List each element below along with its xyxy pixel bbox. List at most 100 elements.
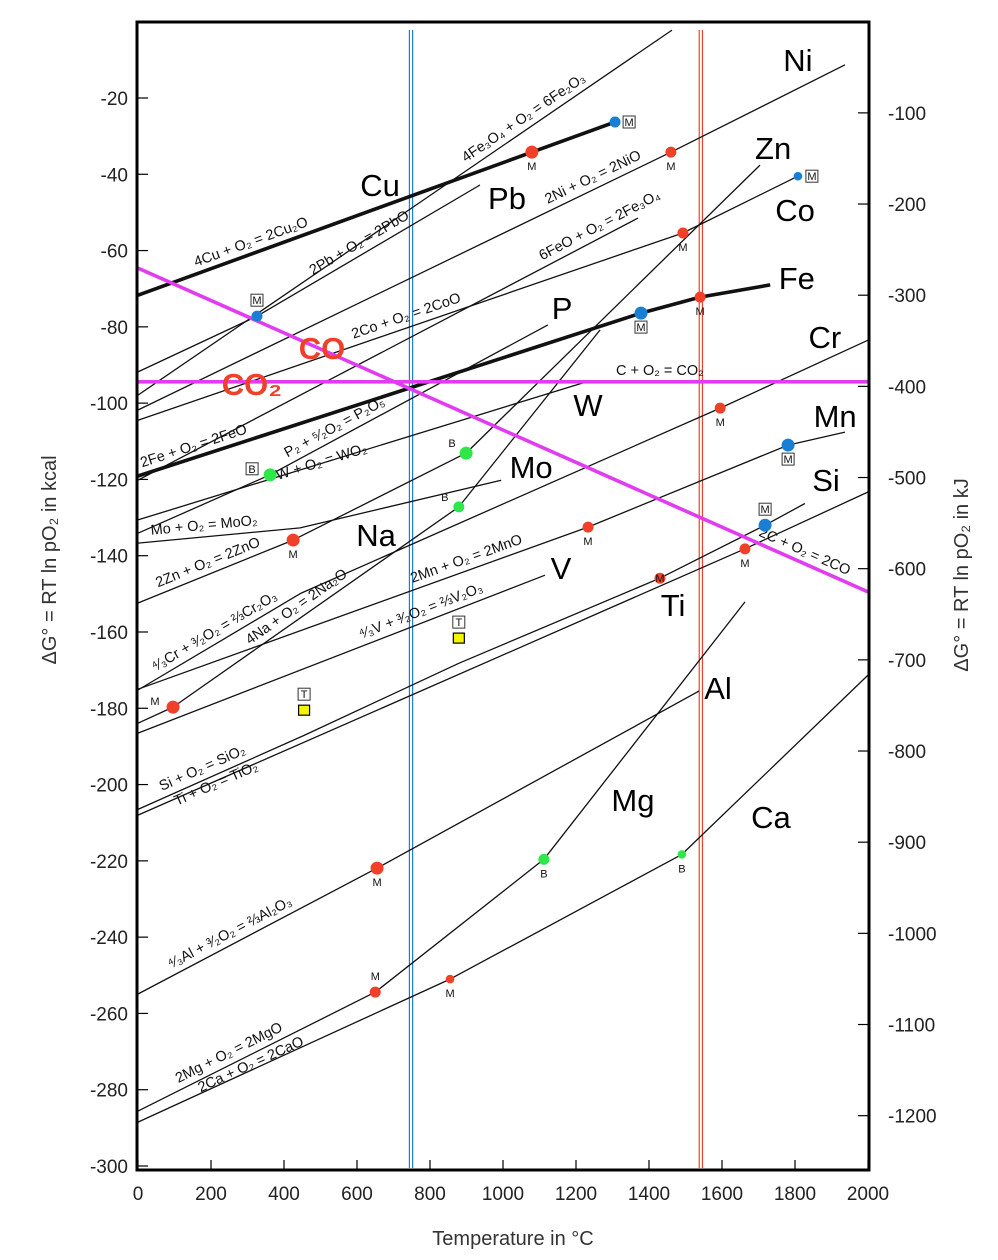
marker-label: M	[716, 417, 725, 429]
melting-point-marker	[634, 306, 648, 320]
equation-label: Mo + O₂ = MoO₂	[150, 513, 258, 539]
boiling-point-marker	[263, 468, 277, 482]
x-tick-label: 1200	[555, 1184, 597, 1205]
series-line-iron-oxide-5	[137, 217, 639, 481]
y-tick-label: -280	[90, 1081, 128, 1102]
y-right-tick-label: -300	[888, 286, 926, 307]
x-tick-label: 0	[133, 1184, 144, 1205]
series-line-Zn	[137, 164, 761, 604]
y-tick-label: -60	[101, 242, 128, 263]
equation-label: 2Pb + O₂ = 2PbO	[307, 208, 412, 279]
element-label-Co: Co	[775, 193, 815, 228]
melting-point-marker	[582, 521, 594, 533]
element-label-Mg: Mg	[611, 783, 654, 818]
series-line-Cr	[137, 339, 869, 691]
series-line-Cu	[137, 120, 616, 297]
marker-label-box	[805, 169, 819, 183]
boiling-point-marker	[459, 446, 473, 460]
y-right-tick-label: -900	[888, 833, 926, 854]
marker-label: M	[252, 295, 261, 307]
equation-labels: 4Cu + O₂ = 2Cu₂O 4Fe₃O₄ + O₂ = 6Fe₂O₃2Ni …	[138, 70, 852, 1096]
marker-label-box	[250, 293, 264, 307]
y-right-tick-label: -500	[888, 469, 926, 490]
melting-point-marker	[694, 291, 706, 303]
melting-point-marker	[370, 861, 384, 875]
y-tick-label: -80	[101, 318, 128, 339]
axes: 0 200 400 600 800 1000 1200 1400 1600 1800 2000 -20…	[90, 20, 937, 1205]
y-tick-label: -300	[90, 1157, 128, 1178]
x-axis-title: Temperature in °C	[432, 1228, 593, 1250]
y-tick-label: -20	[101, 89, 128, 110]
y-tick-label: -260	[90, 1004, 128, 1025]
x-tick-label: 1600	[701, 1184, 743, 1205]
element-label-V: V	[551, 551, 572, 586]
element-label-W: W	[573, 388, 603, 423]
y-tick-label: -180	[90, 699, 128, 720]
melting-point-marker	[445, 974, 455, 984]
marker-label: M	[373, 877, 382, 889]
series-line-Ca	[137, 674, 869, 1123]
series-line-iron-oxide-1	[137, 29, 673, 396]
element-label-Mn: Mn	[814, 399, 857, 434]
equation-label: 4Cu + O₂ = 2Cu₂O	[192, 214, 310, 270]
element-label-Pb: Pb	[488, 181, 526, 216]
melting-point-marker	[251, 310, 263, 322]
marker-label: M	[625, 117, 634, 129]
marker-label: T	[301, 689, 308, 701]
marker-label-box	[245, 462, 259, 476]
equation-label: C + O₂ = CO₂	[616, 363, 704, 379]
element-labels: Cu Pb Ni Zn Co Fe P Cr CO CO₂ W Mn Mo Si Na V Ti Al Mg Ca	[222, 43, 857, 835]
melting-point-marker	[714, 402, 726, 414]
melting-point-marker	[677, 227, 689, 239]
marker-label: M	[784, 454, 793, 466]
marker-label: M	[636, 322, 645, 334]
y-right-tick-label: -1200	[888, 1107, 937, 1128]
marker-label: M	[678, 242, 687, 254]
marker-label: M	[740, 558, 749, 570]
melting-point-marker	[286, 533, 300, 547]
element-label-Cr: Cr	[809, 320, 842, 355]
marker-label: B	[248, 464, 255, 476]
melting-point-marker	[369, 986, 381, 998]
marker-label-box	[758, 502, 772, 516]
y-tick-label: -220	[90, 852, 128, 873]
y-tick-label: -140	[90, 547, 128, 568]
reference-vertical-lines	[408, 30, 704, 1168]
y-right-tick-label: -1000	[888, 924, 937, 945]
marker-label: M	[289, 549, 298, 561]
melting-point-marker	[665, 146, 677, 158]
element-label-CO₂: CO₂	[222, 367, 282, 402]
melting-point-marker	[609, 116, 621, 128]
marker-label: B	[448, 438, 455, 450]
melting-point-marker	[654, 572, 666, 584]
y-right-tick-label: -400	[888, 377, 926, 398]
y-tick-label: -100	[90, 394, 128, 415]
series-line-V	[137, 574, 546, 734]
marker-label: M	[583, 536, 592, 548]
x-tick-label: 1800	[774, 1184, 816, 1205]
equation-label: ⁴⁄₃Al + ³⁄₂O₂ = ⅔Al₂O₃	[165, 894, 295, 973]
element-label-Al: Al	[704, 671, 732, 706]
y-tick-label: -240	[90, 928, 128, 949]
x-tick-label: 1400	[628, 1184, 670, 1205]
marker-label: M	[371, 971, 380, 983]
y-right-tick-label: -600	[888, 560, 926, 581]
marker-label: M	[807, 171, 816, 183]
y-tick-label: -40	[101, 165, 128, 186]
x-tick-label: 2000	[847, 1184, 889, 1205]
marker-label: M	[696, 306, 705, 318]
element-label-Si: Si	[812, 463, 840, 498]
y-axis-title-left: ΔG° = RT ln pO₂ in kcal	[39, 455, 61, 664]
element-label-Mo: Mo	[510, 450, 553, 485]
marker-label: B	[540, 868, 547, 880]
marker-label-box	[622, 115, 636, 129]
marker-label: B	[441, 492, 448, 504]
series-line-Mg	[137, 601, 746, 1112]
element-label-CO: CO	[299, 331, 346, 366]
series-line-CO	[137, 266, 869, 594]
equation-label: 2C + O₂ = 2CO	[756, 524, 852, 578]
marker-label-box	[781, 452, 795, 466]
equation-label: 2Co + O₂ = 2CoO	[350, 290, 463, 342]
x-tick-label: 1000	[482, 1184, 524, 1205]
transition-marker	[452, 632, 465, 644]
